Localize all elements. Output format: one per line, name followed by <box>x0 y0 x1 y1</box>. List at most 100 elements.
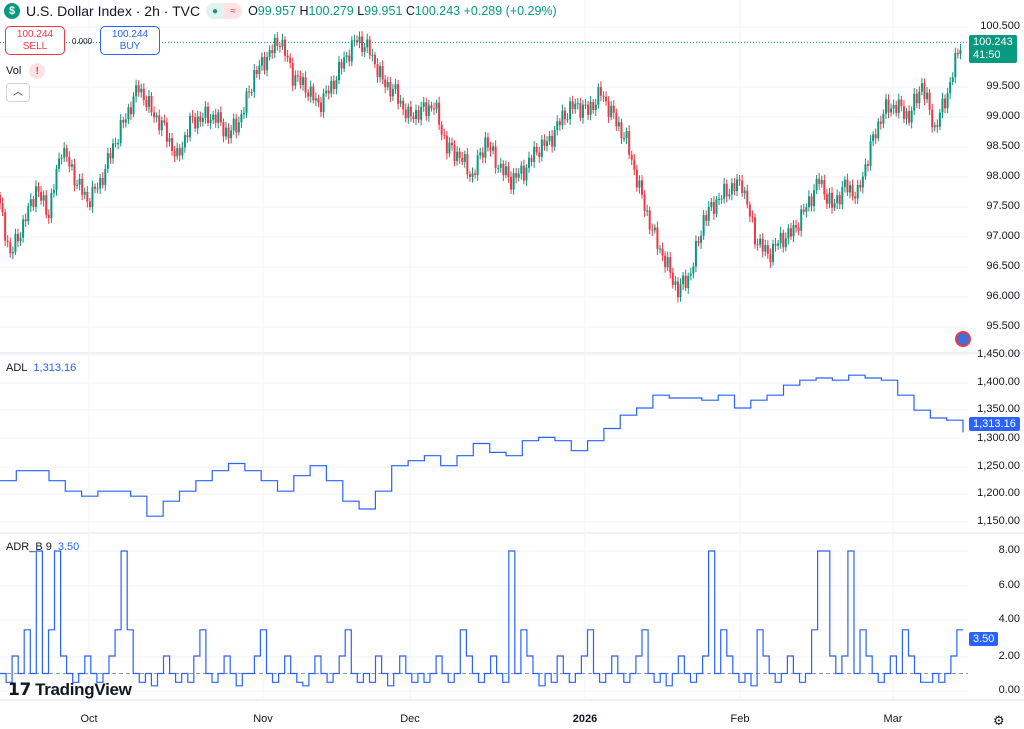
candle-body <box>633 159 636 170</box>
candle-body <box>753 217 756 245</box>
candle-body <box>777 243 780 246</box>
us-flag-icon[interactable] <box>955 331 971 347</box>
candle-body <box>638 180 641 188</box>
adrb-value: 3.50 <box>57 541 80 553</box>
symbol-header: $ U.S. Dollar Index · 2h · TVC ● ≈ O99.95… <box>4 3 557 19</box>
candle-body <box>450 142 453 146</box>
candle-body <box>571 101 574 110</box>
candle-body <box>884 99 887 114</box>
chevron-up-icon[interactable]: ︿ <box>6 83 30 102</box>
candle-body <box>165 122 168 142</box>
candle-body <box>453 145 456 162</box>
candle-body <box>171 138 174 151</box>
candle-body <box>789 228 792 237</box>
settings-gear-icon[interactable]: ⚙ <box>993 713 1005 728</box>
candle-body <box>373 54 376 65</box>
candle-body <box>936 125 939 127</box>
volume-legend[interactable]: Vol! <box>6 63 46 79</box>
market-status-pill[interactable]: ● ≈ <box>206 3 243 19</box>
y-tick-label: 97.500 <box>986 200 1020 212</box>
candle-body <box>404 109 407 119</box>
y-tick-label: 1,250.00 <box>977 460 1020 472</box>
sell-button[interactable]: 100.244 SELL <box>5 26 65 55</box>
candle-body <box>818 178 821 184</box>
x-tick-label: Dec <box>400 713 420 725</box>
buy-button[interactable]: 100.244 BUY <box>100 26 160 55</box>
candle-body <box>137 85 140 93</box>
candle-body <box>807 196 810 208</box>
candle-body <box>795 224 798 228</box>
y-tick-label: 1,350.00 <box>977 403 1020 415</box>
candle-body <box>150 95 153 113</box>
adl-legend[interactable]: ADL 1,313.16 <box>6 362 76 374</box>
candle-body <box>499 163 502 168</box>
candle-body <box>694 241 697 267</box>
candle-body <box>219 112 222 123</box>
candle-body <box>946 93 949 109</box>
candle-body <box>725 183 728 197</box>
warning-icon[interactable]: ! <box>29 63 46 79</box>
candle-body <box>291 63 294 86</box>
candle-body <box>502 163 505 176</box>
candle-body <box>548 135 551 142</box>
candle-body <box>124 119 127 123</box>
candle-body <box>530 157 533 162</box>
candle-body <box>697 241 700 243</box>
candle-body <box>250 91 253 93</box>
candle-body <box>425 102 428 116</box>
adrb-legend[interactable]: ADR_B 9 3.50 <box>6 541 79 553</box>
candle-body <box>117 142 120 144</box>
symbol-title[interactable]: U.S. Dollar Index · 2h · TVC <box>26 3 201 19</box>
candle-body <box>379 66 382 78</box>
candle-body <box>29 199 32 207</box>
candle-body <box>386 81 389 88</box>
candle-body <box>602 95 605 97</box>
candle-body <box>222 122 225 137</box>
candle-body <box>399 100 402 104</box>
candle-body <box>163 120 166 123</box>
candle-body <box>348 55 351 62</box>
candle-body <box>594 104 597 111</box>
x-tick-label: Oct <box>80 713 98 725</box>
y-tick-label: 100.500 <box>980 20 1020 32</box>
candle-body <box>458 151 461 159</box>
candle-body <box>625 131 628 139</box>
candle-body <box>864 164 867 177</box>
candle-body <box>302 77 305 86</box>
candle-body <box>312 86 315 101</box>
candle-body <box>492 146 495 151</box>
candle-body <box>466 154 469 175</box>
candle-body <box>815 178 818 191</box>
candle-body <box>468 174 471 177</box>
candle-body <box>34 186 37 207</box>
candle-body <box>877 121 880 139</box>
candle-body <box>543 139 546 146</box>
candle-body <box>910 110 913 123</box>
candle-body <box>407 106 410 119</box>
candle-body <box>99 177 102 189</box>
candle-body <box>343 57 346 69</box>
y-tick-label: 99.000 <box>986 110 1020 122</box>
candle-body <box>820 180 823 184</box>
candle-body <box>761 238 764 252</box>
candle-body <box>45 195 48 215</box>
buy-label: BUY <box>119 41 141 52</box>
candle-body <box>908 111 911 123</box>
candle-body <box>70 164 73 167</box>
change-value: +0.289 (+0.29%) <box>463 4 557 18</box>
candle-body <box>528 157 531 168</box>
candle-body <box>340 62 343 69</box>
sell-label: SELL <box>22 41 48 52</box>
candle-body <box>805 207 808 212</box>
candle-body <box>941 98 944 113</box>
candle-body <box>641 180 643 195</box>
candle-body <box>849 185 852 193</box>
candle-body <box>158 115 161 131</box>
y-tick-label: 6.00 <box>998 579 1020 591</box>
candle-body <box>715 199 718 214</box>
candle-body <box>569 101 572 120</box>
candle-body <box>88 201 91 208</box>
candle-body <box>576 103 579 105</box>
candle-body <box>902 106 905 119</box>
